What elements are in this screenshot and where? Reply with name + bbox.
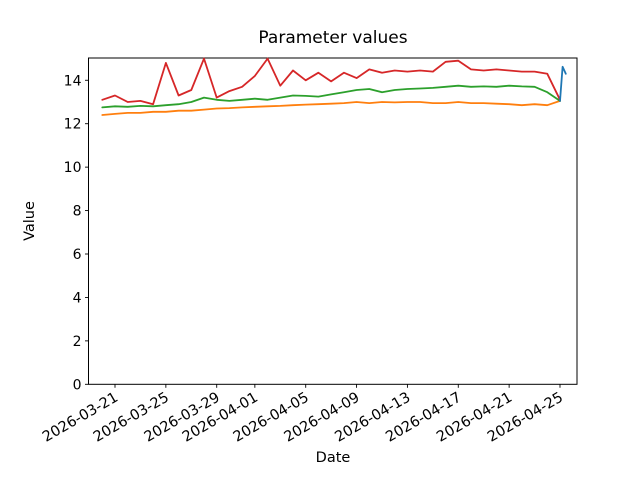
series-blue-line	[559, 65, 567, 102]
series-orange-line	[101, 100, 561, 116]
y-tick-label: 6	[73, 247, 82, 263]
y-tick-label: 8	[73, 204, 82, 220]
y-axis-label: Value	[22, 201, 38, 241]
chart-title: Parameter values	[258, 28, 408, 48]
series-green-line	[101, 84, 561, 109]
y-tick-label: 0	[73, 377, 82, 393]
y-tick-label: 12	[64, 117, 82, 133]
axes-frame	[88, 57, 578, 385]
y-tick-label: 2	[73, 334, 82, 350]
y-tick-label: 4	[73, 290, 82, 306]
y-tick-label: 14	[64, 73, 82, 89]
x-axis-label: Date	[315, 450, 351, 466]
y-tick-label: 10	[64, 160, 82, 176]
series-red-line	[101, 57, 561, 106]
